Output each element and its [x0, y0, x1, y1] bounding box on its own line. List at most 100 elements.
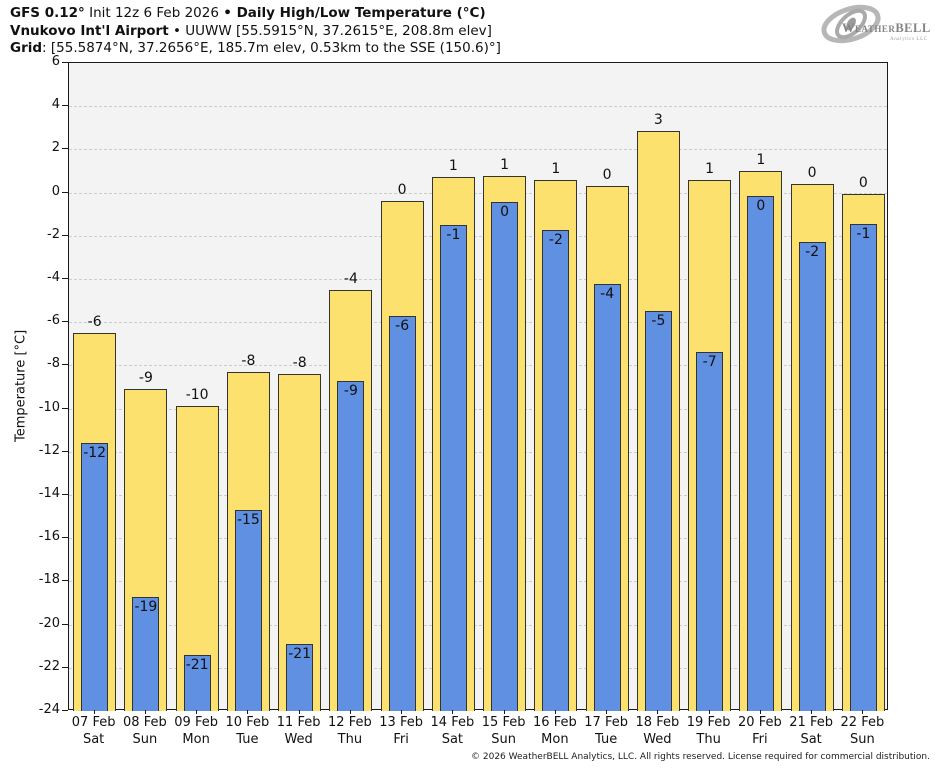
y-tick-label: 4	[51, 97, 60, 113]
station-name: Vnukovo Int'l Airport	[10, 22, 169, 39]
high-value-label: 1	[448, 158, 458, 175]
low-value-label: -5	[651, 313, 666, 330]
x-label-dow: Sun	[132, 732, 158, 747]
gridline	[69, 581, 887, 583]
y-tick-mark	[62, 62, 68, 63]
x-tick-mark	[93, 710, 95, 714]
x-axis-label: 12 Feb Thu	[320, 714, 380, 748]
y-tick-mark	[62, 191, 68, 193]
y-tick-mark	[62, 321, 68, 323]
x-label-dow: Sun	[491, 732, 516, 747]
x-tick-mark	[759, 710, 761, 714]
x-axis-label: 07 Feb Sat	[64, 714, 124, 748]
x-axis-label: 13 Feb Fri	[371, 714, 431, 748]
low-value-label: -21	[288, 646, 312, 663]
chart-header: GFS 0.12° Init 12z 6 Feb 2026 • Daily Hi…	[10, 5, 501, 58]
y-tick-label: -8	[47, 356, 60, 372]
x-label-date: 15 Feb	[481, 715, 526, 730]
high-value-label: -6	[87, 314, 102, 330]
low-bar	[644, 311, 672, 711]
x-tick-mark	[247, 710, 249, 714]
low-bar	[747, 195, 775, 711]
x-label-date: 09 Feb	[174, 715, 218, 730]
y-axis-title: Temperature [°C]	[13, 329, 29, 443]
x-tick-mark	[811, 710, 813, 714]
title-line-2: Vnukovo Int'l Airport • UUWW [55.5915°N,…	[10, 23, 501, 41]
low-value-label: -7	[702, 354, 717, 371]
y-tick-label: -20	[38, 615, 60, 631]
grid-label: Grid	[10, 40, 43, 56]
low-bar	[849, 223, 877, 711]
y-tick-label: 0	[51, 183, 60, 199]
hurricane-swirl-icon	[821, 4, 881, 44]
x-label-date: 14 Feb	[430, 715, 475, 730]
high-value-label: 1	[500, 157, 510, 174]
low-bar	[491, 202, 519, 711]
high-value-label: 1	[551, 160, 561, 177]
high-value-label: -9	[138, 370, 153, 387]
y-tick-mark	[62, 105, 68, 107]
y-tick-label: -2	[47, 226, 60, 242]
gridline	[69, 667, 887, 669]
x-label-dow: Sat	[441, 732, 464, 747]
x-label-date: 19 Feb	[686, 715, 731, 730]
x-label-date: 08 Feb	[123, 715, 167, 730]
gridline	[69, 106, 887, 108]
x-axis-label: 09 Feb Mon	[166, 714, 226, 748]
station-coords: • UUWW [55.5915°N, 37.2615°E, 208.8m ele…	[168, 22, 492, 39]
y-tick-label: -12	[38, 442, 60, 458]
x-axis-label: 17 Feb Tue	[576, 714, 636, 748]
low-value-label: -12	[83, 445, 107, 462]
low-value-label: -19	[134, 598, 158, 615]
gridline	[69, 408, 887, 410]
gridline	[69, 365, 887, 367]
high-value-label: 3	[653, 112, 663, 129]
low-value-label: 0	[500, 204, 510, 221]
y-tick-mark	[62, 580, 68, 582]
high-value-label: 1	[756, 152, 766, 168]
low-bar	[337, 380, 365, 711]
high-value-label: 0	[602, 167, 612, 184]
x-label-dow: Thu	[696, 732, 721, 747]
gridline	[69, 624, 887, 626]
high-value-label: 1	[705, 160, 715, 177]
high-value-label: 0	[397, 182, 407, 199]
low-value-label: -15	[236, 512, 260, 529]
x-axis-label: 16 Feb Mon	[525, 714, 585, 748]
copyright-notice: © 2026 WeatherBELL Analytics, LLC. All r…	[471, 752, 930, 762]
y-tick-label: -4	[47, 270, 60, 285]
low-bar	[696, 352, 724, 711]
x-axis-label: 20 Feb Fri	[730, 714, 790, 748]
low-bar	[798, 242, 826, 711]
x-label-date: 21 Feb	[789, 715, 833, 730]
x-axis-label: 10 Feb Tue	[217, 714, 277, 748]
model-label: GFS 0.12°	[10, 5, 85, 21]
gridline	[69, 451, 887, 453]
high-value-label: -4	[343, 270, 358, 287]
chart-type-label: • Daily High/Low Temperature (°C)	[223, 5, 486, 21]
x-label-date: 12 Feb	[328, 715, 372, 730]
x-label-dow: Sat	[82, 732, 105, 747]
x-tick-mark	[144, 710, 146, 714]
y-tick-mark	[62, 450, 68, 452]
title-line-1: GFS 0.12° Init 12z 6 Feb 2026 • Daily Hi…	[10, 5, 501, 23]
y-tick-mark	[62, 407, 68, 409]
x-label-dow: Tue	[595, 732, 618, 747]
x-tick-mark	[657, 710, 659, 714]
x-label-dow: Wed	[284, 732, 313, 747]
low-value-label: -4	[600, 286, 615, 303]
y-tick-mark	[62, 494, 68, 495]
x-tick-mark	[503, 710, 505, 714]
x-label-dow: Mon	[182, 732, 210, 747]
gridline	[69, 192, 887, 194]
logo-text-main: WeatherBELL	[842, 21, 931, 35]
plot-frame: -6 -12 -9 -19 -10 -21 -8 -15 -8 -21 -4 -9 0 -6 1 -1 1 0 1-…	[68, 62, 888, 711]
low-bar	[388, 315, 416, 711]
low-value-label: -1	[856, 225, 871, 242]
x-label-date: 10 Feb	[225, 715, 270, 730]
x-axis-label: 08 Feb Sun	[115, 714, 175, 748]
x-label-date: 22 Feb	[840, 715, 885, 730]
y-tick-mark	[62, 364, 68, 366]
high-value-label: -10	[185, 387, 209, 404]
